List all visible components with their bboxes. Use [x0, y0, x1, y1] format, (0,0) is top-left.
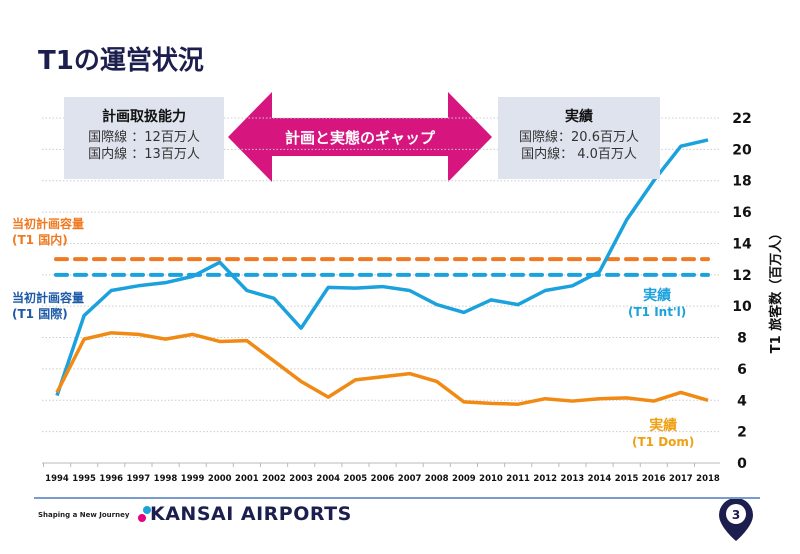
- x-tick-label: 2011: [506, 474, 530, 484]
- page-number: 3: [732, 508, 740, 522]
- brand-logo: KANSAI AIRPORTS: [150, 503, 352, 525]
- plan-intl: 国際線 ：12百万人: [88, 130, 200, 145]
- dom-actual-label: 実績 (T1 Dom): [632, 418, 695, 449]
- dom-plan-label: 当初計画容量 (T1 国内): [12, 217, 85, 247]
- x-tick-label: 2006: [371, 474, 395, 484]
- y-tick-label: 18: [732, 174, 751, 190]
- y-tick-label: 2: [737, 425, 747, 441]
- y-tick-label: 4: [737, 393, 747, 409]
- series-line: [55, 138, 709, 397]
- y-tick-label: 20: [732, 142, 752, 158]
- tagline: Shaping a New Journey: [38, 511, 130, 519]
- x-tick-label: 2000: [208, 474, 232, 484]
- x-tick-label: 2007: [398, 474, 422, 484]
- page-title: T1の運営状況: [38, 46, 204, 76]
- actual-dom: 国内線： 4.0百万人: [521, 147, 637, 162]
- y-tick-label: 12: [732, 268, 751, 284]
- x-tick-label: 2012: [533, 474, 557, 484]
- x-tick-label: 1999: [181, 474, 205, 484]
- x-tick-label: 2013: [561, 474, 585, 484]
- y-tick-label: 22: [732, 111, 751, 127]
- logo-icon: [143, 506, 151, 514]
- plan-dom: 国内線 ：13百万人: [88, 147, 200, 162]
- y-tick-label: 6: [737, 362, 747, 378]
- x-tick-label: 1994: [45, 474, 69, 484]
- actual-intl: 国際線：20.6百万人: [519, 130, 639, 145]
- x-tick-label: 2015: [615, 474, 639, 484]
- gap-arrow-label: 計画と実態のギャップ: [285, 129, 436, 147]
- y-tick-label: 8: [737, 331, 747, 347]
- x-tick-label: 2017: [669, 474, 693, 484]
- y-tick-label: 16: [732, 205, 751, 221]
- x-tick-label: 2004: [316, 474, 340, 484]
- x-tick-label: 1995: [72, 474, 96, 484]
- gap-arrow: [228, 92, 492, 182]
- x-tick-label: 2003: [289, 474, 313, 484]
- x-tick-label: 1996: [99, 474, 123, 484]
- x-tick-label: 2009: [452, 474, 476, 484]
- plan-capacity-box: 計画取扱能力 国際線 ：12百万人 国内線 ：13百万人: [64, 97, 224, 179]
- x-tick-label: 1997: [127, 474, 151, 484]
- x-tick-label: 2002: [262, 474, 286, 484]
- y-tick-label: 14: [732, 236, 752, 252]
- actual-box: 実績 国際線：20.6百万人 国内線： 4.0百万人: [498, 97, 660, 179]
- x-tick-label: 2016: [642, 474, 666, 484]
- y-tick-label: 10: [732, 299, 752, 315]
- x-tick-label: 1998: [154, 474, 178, 484]
- x-tick-label: 2005: [344, 474, 368, 484]
- x-tick-label: 2014: [588, 474, 612, 484]
- x-tick-label: 2010: [479, 474, 503, 484]
- x-tick-label: 2001: [235, 474, 259, 484]
- y-axis-label: T1 旅客数（百万人）: [768, 227, 784, 353]
- x-tick-label: 2008: [425, 474, 449, 484]
- series-line: [55, 331, 709, 406]
- actual-box-heading: 実績: [565, 109, 593, 125]
- x-tick-label: 2018: [696, 474, 720, 484]
- footer-divider: [34, 497, 760, 499]
- plan-box-heading: 計画取扱能力: [102, 109, 186, 125]
- y-tick-label: 0: [737, 456, 747, 472]
- intl-actual-label: 実績 (T1 Int'l): [628, 288, 687, 319]
- intl-plan-label: 当初計画容量 (T1 国際): [12, 291, 85, 321]
